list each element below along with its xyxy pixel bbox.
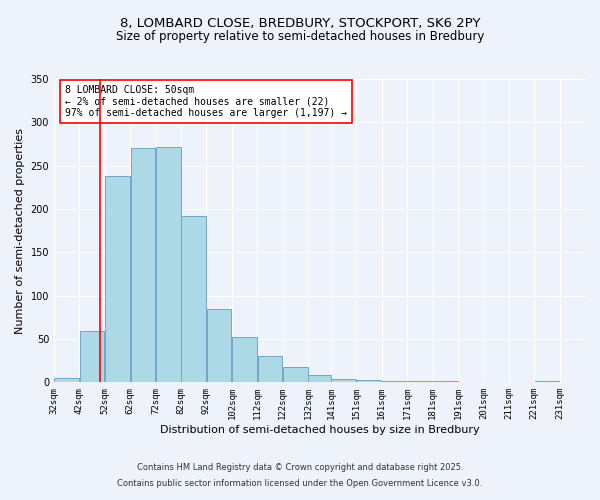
Bar [156,146,181,382]
Y-axis label: Number of semi-detached properties: Number of semi-detached properties [15,128,25,334]
Text: 8, LOMBARD CLOSE, BREDBURY, STOCKPORT, SK6 2PY: 8, LOMBARD CLOSE, BREDBURY, STOCKPORT, S… [120,18,480,30]
X-axis label: Distribution of semi-detached houses by size in Bredbury: Distribution of semi-detached houses by … [160,425,479,435]
Bar [357,380,382,382]
Bar [181,216,206,382]
Bar [80,331,104,382]
Bar [105,176,130,382]
Bar [232,338,257,382]
Text: Size of property relative to semi-detached houses in Bredbury: Size of property relative to semi-detach… [116,30,484,43]
Text: 8 LOMBARD CLOSE: 50sqm
← 2% of semi-detached houses are smaller (22)
97% of semi: 8 LOMBARD CLOSE: 50sqm ← 2% of semi-deta… [65,85,347,118]
Text: Contains HM Land Registry data © Crown copyright and database right 2025.: Contains HM Land Registry data © Crown c… [137,464,463,472]
Bar [207,308,232,382]
Bar [131,148,155,382]
Bar [257,356,283,382]
Bar [283,366,308,382]
Bar [331,379,356,382]
Bar [308,374,331,382]
Bar [55,378,79,382]
Text: Contains public sector information licensed under the Open Government Licence v3: Contains public sector information licen… [118,478,482,488]
